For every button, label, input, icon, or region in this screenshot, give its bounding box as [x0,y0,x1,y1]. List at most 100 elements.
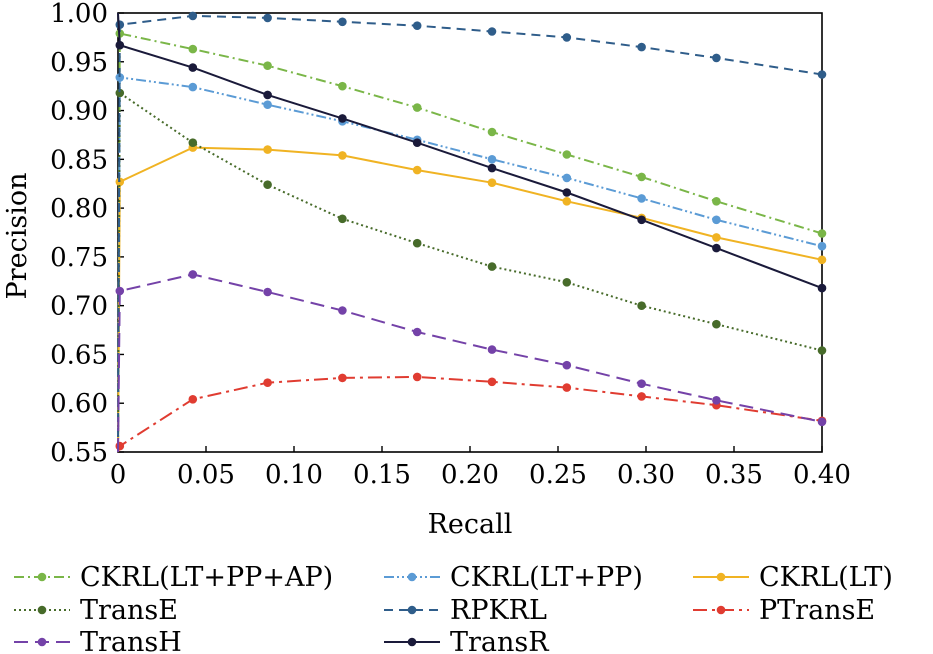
legend-label: PTransE [759,595,875,626]
data-point [188,395,198,404]
legend-label: CKRL(LT) [759,562,893,593]
data-point [817,241,827,251]
series-line-ckrl-lt-pp-ap [117,32,823,453]
series-line-ckrl-lt-pp [117,76,823,453]
data-point [263,145,272,154]
data-point [115,88,125,98]
legend-label: TransE [80,595,178,626]
legend-swatch-marker [407,605,417,615]
legend-item-ckrl-lt-pp: CKRL(LT+PP) [384,562,643,593]
x-tick-label: 0.10 [265,460,323,490]
series-ckrl-lt-pp [115,73,827,453]
data-point [338,114,347,123]
data-point [487,155,497,164]
legend-swatch-marker [716,572,726,582]
data-point [637,172,646,182]
series-rpkrl [115,11,827,453]
data-point [562,197,572,206]
data-point [338,214,347,224]
data-point [115,73,125,82]
y-tick-label: 0.90 [50,97,108,127]
legend-swatch-marker [716,605,726,615]
y-tick-label: 0.70 [50,292,108,322]
data-point [115,441,125,451]
data-point [712,53,721,63]
data-point [412,21,422,31]
data-point [263,287,272,297]
legend-label: CKRL(LT+PP+AP) [80,562,333,593]
series-line-transh [117,273,823,453]
data-point [115,286,125,296]
y-tick-label: 0.80 [50,194,108,224]
data-point [412,138,422,147]
data-point [712,319,721,329]
x-tick-label: 0.05 [177,460,235,490]
x-tick-label: 0.30 [617,460,675,490]
legend-item-rpkrl: RPKRL [384,595,547,626]
data-point [562,33,572,42]
data-point [263,100,272,109]
data-point [712,233,721,242]
legend-swatch-marker [37,605,47,615]
legend-item-transe: TransE [14,595,178,626]
x-tick-label: 0.35 [705,460,763,490]
legend-label: CKRL(LT+PP) [450,562,643,593]
data-point [263,90,272,100]
legend-label: TransH [80,627,182,654]
data-point [637,215,646,225]
data-point [188,63,198,72]
data-point [817,229,827,238]
legend-swatch-marker [407,572,417,582]
data-point [188,44,198,54]
data-point [338,151,347,160]
legend-swatch-marker [407,637,417,647]
legend-item-ckrl-lt: CKRL(LT) [693,562,893,593]
legend-item-ckrl-lt-pp-ap: CKRL(LT+PP+AP) [14,562,333,593]
legend-label: TransR [450,627,549,654]
data-point [817,417,827,427]
data-point [338,306,347,315]
legend-swatch-marker [37,572,47,582]
data-point [412,103,422,112]
series-transr [115,12,827,293]
data-point [817,283,827,293]
legend-item-transr: TransR [384,627,549,654]
x-axis-ticks: 0 0.05 0.10 0.15 0.20 0.25 0.30 0.35 0.40 [110,446,851,490]
x-tick-label: 0.15 [353,460,411,490]
data-point [487,345,497,354]
x-tick-label: 0.25 [529,460,587,490]
data-point [412,372,422,382]
series-lines [115,11,827,453]
data-point [637,392,646,401]
x-tick-label: 0.40 [793,460,851,490]
data-point [487,127,497,137]
data-point [637,379,646,389]
data-point [263,180,272,189]
data-point [562,360,572,370]
data-point [263,13,272,23]
data-point [487,377,497,387]
data-point [712,215,721,225]
legend-label: RPKRL [450,595,547,626]
data-point [487,163,497,173]
y-tick-label: 1.00 [50,0,108,29]
x-tick-label: 0 [110,460,127,490]
data-point [338,81,347,91]
data-point [338,373,347,383]
x-axis-title: Recall [428,509,513,540]
data-point [637,42,646,52]
y-tick-label: 0.75 [50,243,108,273]
data-point [562,383,572,392]
series-transe [115,88,827,453]
data-point [188,11,198,21]
series-line-ptranse [117,375,823,453]
data-point [188,138,198,147]
data-point [487,178,497,187]
x-tick-label: 0.20 [441,460,499,490]
data-point [115,40,125,50]
data-point [412,165,422,175]
data-point [562,188,572,197]
data-point [637,301,646,311]
data-point [712,197,721,206]
